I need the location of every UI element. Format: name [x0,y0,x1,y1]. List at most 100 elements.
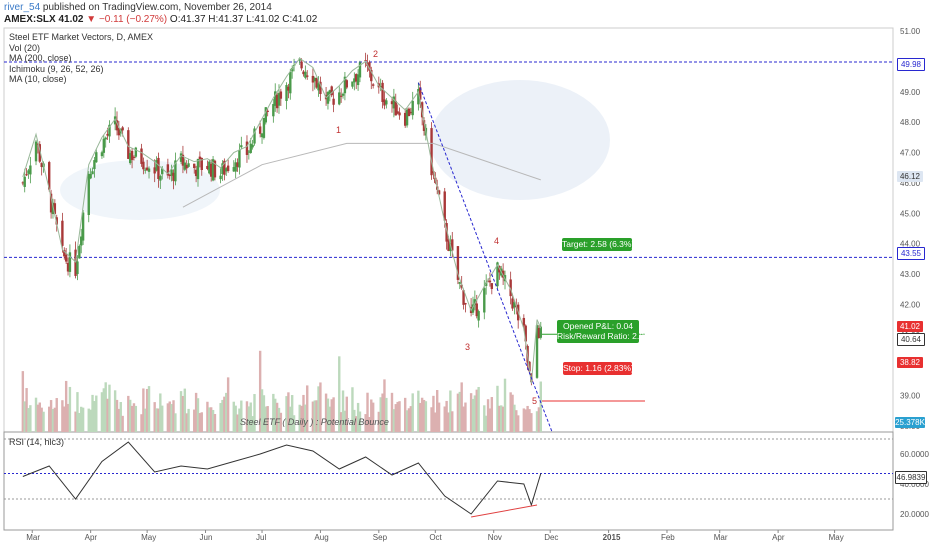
volume-bar [213,414,217,432]
target-label[interactable]: Target: 2.58 (6.3%) [562,238,635,251]
candle-body [300,61,303,69]
price-tag-rsi: 46.9839 [895,471,927,484]
candle-body [456,246,460,280]
candle-body [117,128,121,136]
candle-body [447,239,450,251]
candle-body [524,325,527,342]
volume-bar [187,408,190,432]
candle-body [396,111,399,114]
price-axis-tick: 47.00 [900,149,921,158]
volume-bar [383,379,386,432]
volume-bar [498,405,501,432]
volume-bar [302,394,305,432]
time-axis-tick: 2015 [603,533,621,542]
volume-bar [456,393,460,432]
volume-bar [473,395,477,432]
candle-body [74,249,77,276]
volume-bar [245,401,249,432]
volume-bar [49,400,53,432]
candle-body [226,165,230,171]
price-axis-tick: 44.00 [900,240,921,249]
candle-body [298,58,301,61]
symbol[interactable]: AMEX:SLX [4,14,56,25]
volume-bar [275,402,279,432]
candle-body [353,78,356,83]
volume-bar [311,401,315,432]
volume-bar [355,416,358,432]
last-price: 41.02 [58,14,84,25]
volume-bar [238,408,241,432]
volume-bar [356,402,360,432]
candle-body [128,153,132,164]
volume-bar [144,408,147,432]
candle-body [196,158,200,180]
candle-body [38,144,41,162]
volume-bar [272,393,275,432]
volume-bar [458,391,462,432]
candle-body [264,107,268,123]
candle-body [100,152,104,157]
volume-bar [48,406,51,432]
candle-body [206,165,209,169]
time-axis-tick: Jun [200,533,213,542]
legend-volume[interactable]: Vol (20) [9,42,41,53]
volume-bar [287,392,290,432]
symbol-line: AMEX:SLX 41.02 ▼ −0.11 (−0.27%) O:41.37 … [4,14,317,25]
legend-ma10[interactable]: MA (10, close) [9,74,67,85]
candle-body [55,217,58,225]
candle-body [539,326,542,338]
volume-bar [81,407,85,432]
candle-body [405,109,409,126]
candle-body [208,161,211,174]
candle-body [484,282,488,286]
price-tag-last: 41.02 [897,321,923,332]
legend-ma200[interactable]: MA (200, close) [9,53,72,64]
volume-bar [258,350,262,432]
stop-label[interactable]: Stop: 1.16 (2.83%) [563,362,634,375]
candle-body [63,250,66,257]
candle-body [253,128,256,144]
candle-body [221,163,224,175]
volume-bar [95,395,98,432]
legend-ichimoku[interactable]: Ichimoku (9, 26, 52, 26) [9,63,104,74]
volume-bar [341,390,345,432]
candle-body [458,281,462,284]
volume-bar [488,408,492,432]
price-tag-entry: 40.64 [897,333,925,346]
ma10-line [22,57,542,384]
wave-label-5: 5 [532,396,538,406]
price-axis-tick: 39.00 [900,392,921,401]
candle-body [483,288,486,313]
candle-body [155,159,158,171]
author-link[interactable]: river_54 [4,2,41,13]
volume-bar [193,409,196,432]
candle-body [287,86,290,91]
volume-bar [285,396,288,432]
volume-bar [108,384,111,432]
volume-bar [76,392,79,432]
price-axis-tick: 43.00 [900,270,921,279]
candle-body [417,89,420,105]
volume-bar [394,404,397,432]
volume-bar [128,399,132,432]
volume-bar [206,401,209,432]
volume-bar [27,408,30,432]
candle-body [403,112,407,126]
volume-bar [66,403,70,432]
rsi-legend[interactable]: RSI (14, hlc3) [9,437,65,447]
candle-body [34,141,38,162]
volume-bar [279,412,283,432]
volume-bar [240,400,243,432]
volume-bar [264,406,268,432]
candle-body [260,133,264,138]
volume-bar [364,414,367,432]
candle-body [355,74,358,82]
pnl-box[interactable]: Opened P&L: 0.04 Risk/Reward Ratio: 2.22 [557,320,649,343]
volume-bar [208,407,211,432]
volume-bar [29,405,32,432]
candle-body [174,160,177,182]
candle-body [358,62,362,78]
price-axis-tick: 42.00 [900,300,921,309]
ohlc-values: O:41.37 H:41.37 L:41.02 C:41.02 [169,14,318,25]
